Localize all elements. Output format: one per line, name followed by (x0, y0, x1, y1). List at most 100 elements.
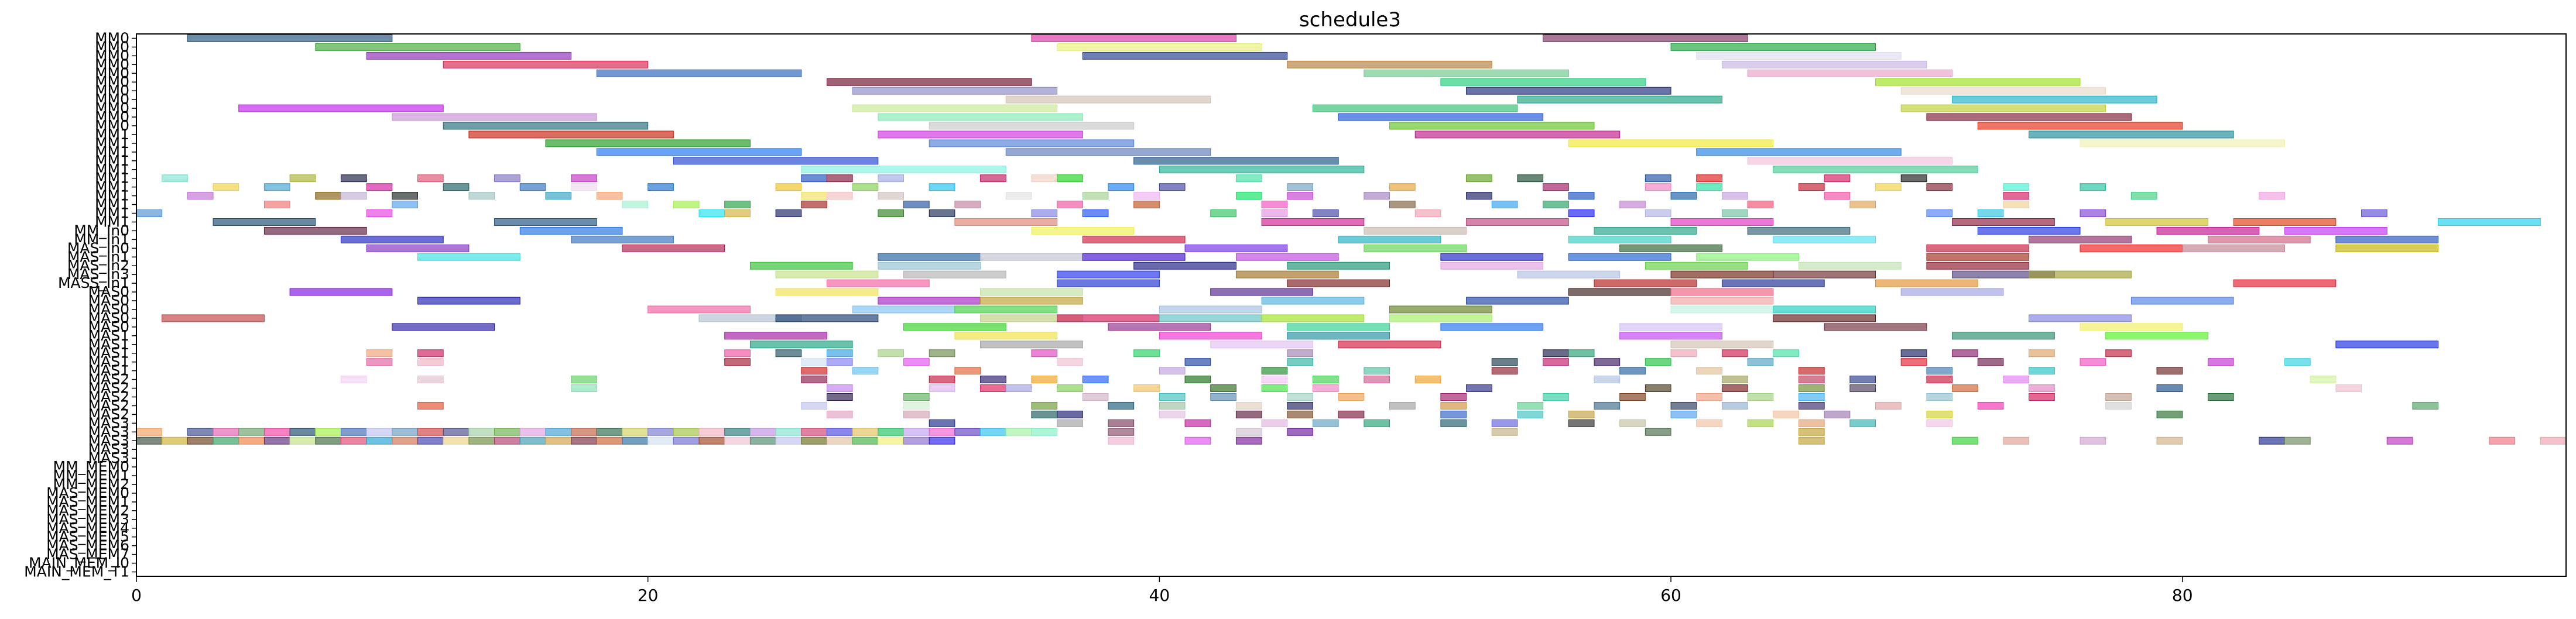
task-bar (801, 367, 827, 375)
task-bar (826, 358, 853, 366)
task-bar (1568, 410, 1595, 418)
y-tick-label: MAS_In2 (67, 257, 129, 274)
x-axis: 0 20 40 60 80 (131, 576, 2193, 605)
task-bar (263, 183, 290, 191)
task-bar (136, 209, 163, 217)
task-bar (1210, 384, 1236, 393)
task-bar (1670, 270, 1774, 278)
task-bar (187, 34, 393, 42)
task-bar (801, 358, 827, 366)
task-bar (2029, 349, 2055, 357)
task-bar (1926, 419, 1953, 427)
y-tick-label: MAIN_MEM_I0 (29, 555, 129, 572)
task-bar (1670, 349, 1697, 357)
task-bar (2156, 384, 2183, 393)
task-bar (878, 209, 905, 217)
task-bar (1670, 218, 1774, 226)
task-bar (775, 314, 879, 322)
task-bar (2233, 218, 2337, 226)
task-bar (852, 367, 879, 375)
task-bar (1133, 157, 1339, 165)
task-bar (1287, 192, 1313, 200)
task-bar (1824, 410, 1851, 418)
task-bar (1108, 401, 1135, 410)
task-bar (1440, 393, 1467, 401)
task-bar (954, 201, 981, 209)
y-tick-label: MAS_MEM3 (46, 511, 129, 528)
task-bar (1133, 201, 1160, 209)
task-bar (1031, 226, 1135, 235)
task-bar (1031, 410, 1058, 418)
task-bar (852, 183, 879, 191)
task-bar (1900, 87, 2106, 95)
task-bar (648, 428, 674, 436)
task-bar (2335, 244, 2439, 252)
task-bar (1517, 174, 1544, 183)
task-bar (1466, 174, 1492, 183)
task-bar (775, 349, 802, 357)
task-bar (1900, 288, 2004, 296)
task-bar (826, 78, 1032, 86)
task-bar (392, 201, 419, 209)
task-bar (1261, 376, 1288, 384)
bars-layer (136, 34, 2567, 445)
y-tick-label: MAS2 (88, 397, 129, 414)
task-bar (1798, 436, 1825, 445)
task-bar (1338, 341, 1441, 349)
task-bar (2361, 209, 2387, 217)
task-bar (622, 428, 649, 436)
task-bar (1517, 270, 1621, 278)
task-bar (162, 174, 188, 183)
task-bar (1696, 51, 1902, 60)
task-bar (954, 367, 981, 375)
task-bar (468, 428, 495, 436)
task-bar (1696, 174, 1722, 183)
y-tick-label: MM1 (95, 143, 129, 160)
task-bar (1773, 235, 1876, 243)
task-bar (1031, 376, 1058, 384)
task-bar (596, 192, 623, 200)
task-bar (340, 376, 367, 384)
task-bar (2156, 436, 2183, 445)
task-bar (2003, 192, 2030, 200)
task-bar (1159, 367, 1186, 375)
task-bar (340, 192, 367, 200)
task-bar (2029, 314, 2132, 322)
task-bar (1082, 253, 1186, 261)
y-tick-label: MM1 (95, 126, 129, 143)
task-bar (1568, 139, 1774, 147)
y-tick-label: MM1 (95, 196, 129, 213)
task-bar (2182, 244, 2285, 252)
task-bar (1696, 253, 1799, 261)
task-bar (2156, 410, 2183, 418)
task-bar (878, 113, 1083, 121)
task-bar (1364, 69, 1569, 77)
task-bar (1159, 305, 1262, 314)
task-bar (2003, 376, 2030, 384)
x-tick-label: 80 (2172, 586, 2193, 605)
task-bar (1696, 419, 1722, 427)
task-bar (1977, 122, 2183, 130)
task-bar (187, 436, 214, 445)
y-tick-label: MAS_MEM4 (46, 520, 129, 537)
task-bar (673, 157, 879, 165)
task-bar (1082, 235, 1186, 243)
task-bar (1287, 183, 1313, 191)
task-bar (392, 323, 495, 331)
task-bar (775, 183, 802, 191)
task-bar (1287, 428, 1313, 436)
task-bar (1849, 201, 1876, 209)
task-bar (775, 428, 802, 436)
task-bar (366, 428, 393, 436)
task-bar (443, 436, 470, 445)
task-bar (775, 288, 879, 296)
task-bar (2335, 235, 2439, 243)
task-bar (2105, 332, 2208, 340)
y-tick-label: MAS_MEM2 (46, 502, 129, 519)
task-bar (1440, 419, 1467, 427)
task-bar (1798, 428, 1825, 436)
y-tick-label: MM_MEM2 (53, 476, 129, 493)
y-tick-label: MAS1 (88, 336, 129, 353)
task-bar (1568, 349, 1595, 357)
task-bar (1287, 60, 1492, 68)
